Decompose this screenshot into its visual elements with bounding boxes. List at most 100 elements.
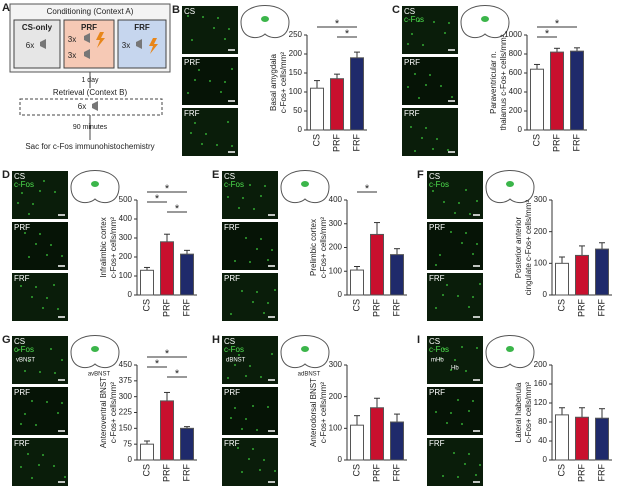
fos-dot <box>38 464 40 466</box>
sig-label: * <box>335 18 340 30</box>
bar <box>350 57 364 131</box>
fos-dot <box>461 346 463 348</box>
bar <box>330 78 344 131</box>
image-label: CS <box>14 172 25 181</box>
image-label: PRF <box>184 58 200 67</box>
fos-dot <box>274 470 276 472</box>
y-tick-label: 250 <box>289 30 303 39</box>
region-label: vBNST <box>16 358 35 364</box>
fos-dot <box>435 264 437 266</box>
image-label: FRF <box>404 109 420 118</box>
fos-dot <box>42 307 44 309</box>
fos-dot <box>50 244 52 246</box>
region-highlight <box>506 181 514 187</box>
fos-dot <box>450 231 452 233</box>
fos-dot <box>472 296 474 298</box>
fos-dot <box>414 150 416 152</box>
fos-dot <box>475 474 477 476</box>
fos-dot <box>224 38 226 40</box>
stain-label: c-Fos <box>429 180 449 189</box>
panel-letter: C <box>392 4 400 16</box>
region-label: Hb <box>451 366 459 372</box>
x-tick-label: CS <box>311 134 321 147</box>
fos-dot <box>457 295 459 297</box>
cs-box <box>13 19 61 69</box>
y-tick-label: 600 <box>509 68 523 77</box>
fos-dot <box>436 138 438 140</box>
bar <box>555 414 569 461</box>
trials: 3x <box>68 35 76 44</box>
bar <box>390 421 404 461</box>
fos-dot <box>443 348 445 350</box>
fos-dot <box>54 191 56 193</box>
fos-dot <box>24 370 26 372</box>
fos-dot <box>432 190 434 192</box>
x-tick-label: FRF <box>391 464 401 482</box>
schematic-label: avBNST <box>88 372 111 378</box>
fos-dot <box>217 17 219 19</box>
fos-dot <box>476 243 478 245</box>
region-highlight <box>91 181 99 187</box>
group-name: CS-only <box>22 23 53 32</box>
y-tick-label: 40 <box>538 436 547 445</box>
y-axis-label: Infralimbic cortex <box>99 217 108 277</box>
fos-dot <box>28 360 30 362</box>
micrograph <box>12 387 68 435</box>
fos-dot <box>31 400 33 402</box>
x-tick-label: FRF <box>181 464 191 482</box>
fos-dot <box>421 137 423 139</box>
y-tick-label: 0 <box>128 455 133 464</box>
y-tick-label: 375 <box>119 376 133 385</box>
panel-letter: E <box>212 169 219 181</box>
fos-dot <box>61 359 63 361</box>
fos-dot <box>271 353 273 355</box>
panel-letter: D <box>2 169 10 181</box>
bar <box>350 424 364 461</box>
fos-dot <box>249 184 251 186</box>
y-axis-label: Basal amygdala <box>269 53 278 110</box>
y-axis-label: c-Fos+ cells/mm² <box>279 52 288 113</box>
fos-dot <box>260 195 262 197</box>
y-tick-label: 500 <box>119 195 133 204</box>
image-label: CS <box>14 337 25 346</box>
image-label: PRF <box>14 223 30 232</box>
sig-label: * <box>545 28 550 40</box>
image-label: CS <box>224 172 235 181</box>
fos-dot <box>227 196 229 198</box>
fos-dot <box>35 243 37 245</box>
x-tick-label: FRF <box>391 299 401 317</box>
fos-dot <box>238 354 240 356</box>
x-tick-label: PRF <box>551 133 561 152</box>
y-axis-label: Anteroventral BNST <box>99 377 108 448</box>
fos-dot <box>260 376 262 378</box>
shock-icon <box>96 32 158 54</box>
fos-dot <box>461 423 463 425</box>
fos-dot <box>440 85 442 87</box>
fos-dot <box>465 232 467 234</box>
sig-label: * <box>555 18 560 30</box>
bar <box>350 269 364 296</box>
x-tick-label: CS <box>556 299 566 312</box>
sig-label: * <box>165 348 170 360</box>
y-tick-label: 150 <box>119 423 133 432</box>
micrograph <box>402 108 458 156</box>
fos-dot <box>201 143 203 145</box>
fos-dot <box>274 289 276 291</box>
fos-dot <box>245 375 247 377</box>
fos-dot <box>46 254 48 256</box>
fos-dot <box>407 43 409 45</box>
y-tick-label: 200 <box>534 360 548 369</box>
y-tick-label: 225 <box>119 408 133 417</box>
fos-dot <box>444 32 446 34</box>
fos-dot <box>450 369 452 371</box>
bar <box>370 407 384 461</box>
y-tick-label: 400 <box>119 214 133 223</box>
micrograph <box>12 438 68 486</box>
y-tick-label: 0 <box>338 290 343 299</box>
fos-dot <box>435 411 437 413</box>
bar <box>310 87 324 131</box>
fos-dot <box>230 313 232 315</box>
x-tick-label: CS <box>141 299 151 312</box>
image-label: PRF <box>224 388 240 397</box>
image-label: FRF <box>224 223 240 232</box>
